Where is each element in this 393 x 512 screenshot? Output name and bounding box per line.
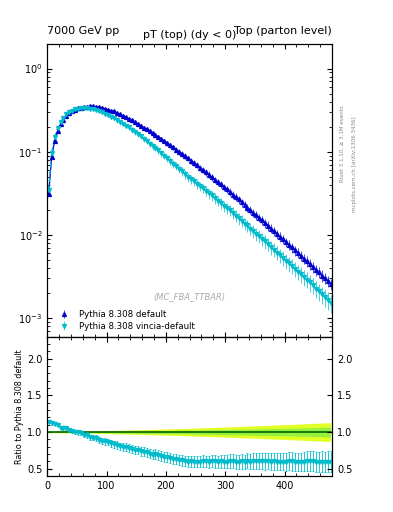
Title: pT (top) (dy < 0): pT (top) (dy < 0) [143,30,236,40]
Text: mcplots.cern.ch [arXiv:1306.3436]: mcplots.cern.ch [arXiv:1306.3436] [352,116,357,211]
Text: 7000 GeV pp: 7000 GeV pp [47,26,119,36]
Y-axis label: Ratio to Pythia 8.308 default: Ratio to Pythia 8.308 default [15,349,24,464]
Text: Top (parton level): Top (parton level) [234,26,332,36]
Text: Rivet 3.1.10, ≥ 3.1M events: Rivet 3.1.10, ≥ 3.1M events [340,105,345,182]
Text: (MC_FBA_TTBAR): (MC_FBA_TTBAR) [154,292,226,302]
Legend: Pythia 8.308 default, Pythia 8.308 vincia-default: Pythia 8.308 default, Pythia 8.308 vinci… [51,308,196,332]
